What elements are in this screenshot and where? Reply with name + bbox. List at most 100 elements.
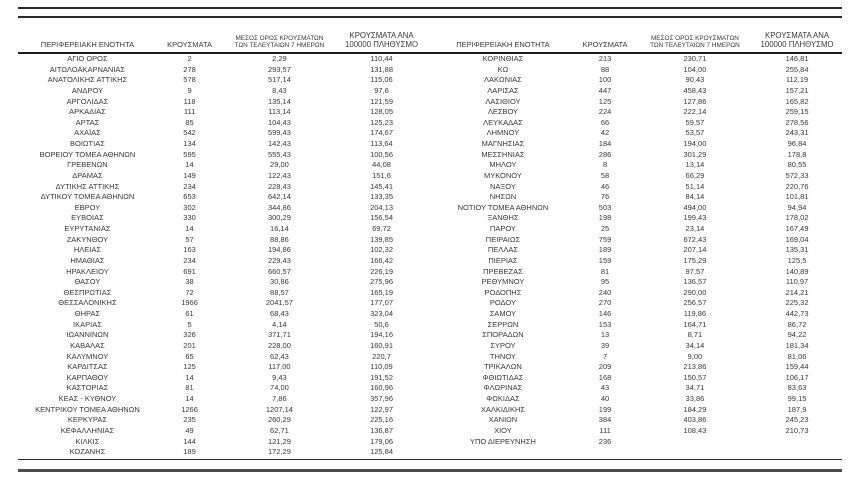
bottom-rule-1 [18,459,842,461]
region-cell: ΥΠΟ ΔΙΕΡΕΥΝΗΣΗ [469,436,536,446]
table-row: ΔΥΤΙΚΟΥ ΤΟΜΕΑ ΑΘΗΝΩΝ 653 642,14 133,35 [18,192,427,203]
region-cell: ΝΗΣΩΝ [489,192,517,202]
cases-cell: 447 [598,85,612,95]
cases-cell: 235 [183,415,196,425]
region-cell: ΦΛΩΡΙΝΑΣ [483,383,523,393]
column-header-avg7: ΜΕΣΟΣ ΟΡΟΣ ΚΡΟΥΣΜΑΤΩΝ ΤΩΝ ΤΕΛΕΥΤΑΙΩΝ 7 Η… [650,34,740,49]
left-table-header: ΠΕΡΙΦΕΡΕΙΑΚΗ ΕΝΟΤΗΤΑ ΚΡΟΥΣΜΑΤΑ ΜΕΣΟΣ ΟΡΟ… [18,20,427,52]
table-row: ΡΕΘΥΜΝΟΥ 95 136,57 110,97 [434,277,843,288]
per100k-cell: 94,94 [787,202,807,212]
per100k-cell: 145,41 [370,181,394,191]
region-cell: ΦΘΙΩΤΙΔΑΣ [482,372,524,382]
per100k-cell: 115,06 [370,75,393,85]
cases-cell: 14 [185,372,194,382]
per100k-cell: 442,73 [785,309,809,318]
region-cell: ΔΥΤΙΚΟΥ ΤΟΜΕΑ ΑΘΗΝΩΝ [40,192,135,202]
cases-cell: 2 [187,54,192,63]
table-row: ΘΗΡΑΣ 61 68,43 323,04 [18,309,427,320]
cases-cell: 236 [598,436,612,446]
per100k-cell: 179,06 [370,436,394,446]
table-row: ΣΠΟΡΑΔΩΝ 13 8,71 94,22 [434,330,843,341]
per100k-cell: 166,42 [370,255,394,265]
right-table-body: ΚΟΡΙΝΘΙΑΣ 213 230,71 146,81 ΚΩ 88 104,00 255,84… [434,54,843,447]
cases-cell: 58 [600,170,610,180]
region-cell: ΧΙΟΥ [494,425,512,435]
table-row: ΜΗΛΟΥ 8 13,14 80,55 [434,160,843,171]
per100k-cell: 140,89 [785,266,809,276]
per100k-cell: 572,33 [785,170,809,180]
per100k-cell: 275,96 [370,277,394,287]
per100k-cell: 102,32 [370,245,394,255]
per100k-cell: 86,72 [787,319,807,329]
table-row: ΠΡΕΒΕΖΑΣ 81 97,57 140,89 [434,267,843,278]
avg7-cell: 1207,14 [265,404,293,414]
region-cell: ΒΟΙΩΤΙΑΣ [70,139,105,148]
per100k-cell: 110,44 [370,54,393,63]
region-cell: ΚΑΛΥΜΝΟΥ [66,351,109,361]
cases-cell: 224 [598,107,612,117]
cases-cell: 81 [600,266,610,276]
avg7-cell: 458,43 [683,85,707,95]
cases-cell: 14 [185,224,194,233]
per100k-cell: 226,19 [370,266,394,276]
table-row: ΙΩΑΝΝΙΝΩΝ 326 371,71 194,16 [18,330,427,341]
cases-cell: 159 [598,255,612,265]
table-row: ΝΗΣΩΝ 76 84,14 101,81 [434,192,843,203]
cases-cell: 46 [600,181,610,191]
table-row: ΓΡΕΒΕΝΩΝ 14 29,00 44,08 [18,160,427,171]
region-cell: ΛΕΣΒΟΥ [487,107,519,117]
region-cell: ΠΙΕΡΙΑΣ [488,255,518,265]
avg7-cell: 117,00 [268,362,291,372]
cases-cell: 189 [183,447,196,457]
region-cell: ΚΕΡΚΥΡΑΣ [67,415,107,425]
per100k-cell: 169,04 [785,234,809,244]
region-cell: ΛΑΚΩΝΙΑΣ [484,75,522,85]
avg7-cell: 34,14 [685,340,705,350]
table-row: ΚΕΝΤΡΙΚΟΥ ΤΟΜΕΑ ΑΘΗΝΩΝ 1266 1207,14 122,97 [18,405,427,416]
table-row: ΚΟΡΙΝΘΙΑΣ 213 230,71 146,81 [434,54,843,65]
region-cell: ΑΙΤΩΛΟΑΚΑΡΝΑΝΙΑΣ [49,64,126,74]
table-row: ΚΑΡΠΑΘΟΥ 14 9,43 191,52 [18,373,427,384]
table-row: ΜΥΚΟΝΟΥ 58 66,29 572,33 [434,171,843,182]
per100k-cell: 139,85 [370,234,394,244]
avg7-cell: 13,14 [685,160,705,170]
per100k-cell: 323,04 [370,309,394,318]
table-row: ΘΕΣΠΡΩΤΙΑΣ 72 88,57 165,19 [18,288,427,299]
table-row: ΑΡΚΑΔΙΑΣ 111 113,14 128,05 [18,107,427,118]
region-cell: ΛΑΡΙΣΑΣ [487,85,519,95]
cases-cell: 189 [598,245,612,255]
per100k-cell: 125,5 [787,255,807,265]
avg7-cell: 555,43 [267,149,291,159]
table-row: ΕΒΡΟΥ 302 344,86 204,13 [18,203,427,214]
avg7-cell: 301,29 [683,149,707,159]
avg7-cell: 194,00 [683,139,707,148]
per100k-cell: 245,23 [785,415,809,425]
per100k-cell: 181,34 [785,340,809,350]
per100k-cell: 278,56 [785,117,809,127]
per100k-cell: 243,31 [785,128,809,138]
table-row: ΘΕΣΣΑΛΟΝΙΚΗΣ 1966 2041,57 177,07 [18,298,427,309]
avg7-cell: 494,00 [683,202,707,212]
region-cell: ΑΡΓΟΛΙΔΑΣ [66,96,109,106]
region-cell: ΜΕΣΣΗΝΙΑΣ [481,149,525,159]
avg7-cell: 230,71 [683,54,707,63]
avg7-cell: 2,29 [272,54,287,63]
per100k-cell: 159,44 [785,362,809,372]
cases-cell: 125 [183,362,196,372]
column-header-per100k: ΚΡΟΥΣΜΑΤΑ ΑΝΑ 100000 ΠΛΗΘΥΣΜΟ [760,31,834,49]
cases-cell: 384 [598,415,612,425]
cases-cell: 330 [183,213,196,223]
table-row: ΡΟΔΟΥ 270 256,57 225,32 [434,298,843,309]
region-cell: ΣΑΜΟΥ [489,309,517,318]
avg7-cell: 4,14 [272,319,287,329]
table-row: ΙΚΑΡΙΑΣ 5 4,14 50,6 [18,320,427,331]
avg7-cell: 293,57 [267,64,291,74]
table-row: ΘΑΣΟΥ 38 30,86 275,96 [18,277,427,288]
cases-cell: 149 [183,170,196,180]
avg7-cell: 53,57 [685,128,705,138]
cases-cell: 209 [598,362,612,372]
cases-cell: 43 [600,383,610,393]
per100k-cell: 135,31 [785,245,809,255]
avg7-cell: 642,14 [267,192,291,202]
